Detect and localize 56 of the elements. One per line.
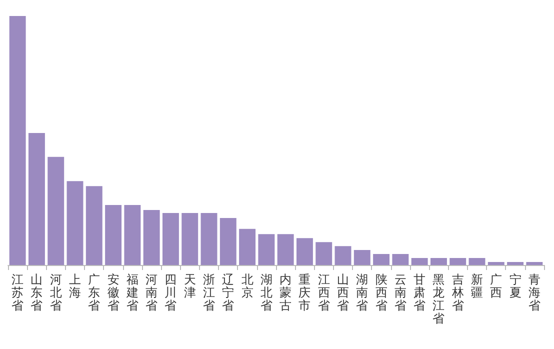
bar — [9, 16, 26, 265]
bar — [411, 258, 428, 265]
bar — [143, 210, 160, 265]
bar — [526, 262, 543, 265]
bar — [392, 254, 409, 265]
bar — [66, 181, 84, 265]
x-tick-label: 山西省 — [337, 272, 349, 312]
bar — [450, 258, 466, 265]
x-tick-label: 湖南省 — [356, 272, 368, 312]
x-tick-label: 青海省 — [528, 272, 540, 312]
bar — [334, 246, 352, 265]
bar — [124, 204, 141, 265]
x-tick-label: 陕西省 — [375, 272, 388, 312]
bar — [507, 262, 524, 265]
x-tick-label: 新疆 — [471, 272, 483, 300]
x-tick-label: 山东省 — [30, 272, 43, 312]
x-tick-label: 江苏省 — [12, 272, 24, 312]
bar — [48, 156, 64, 265]
bar — [354, 250, 370, 265]
bar — [28, 133, 45, 265]
bar — [239, 228, 256, 265]
x-tick-label: 广东省 — [88, 272, 100, 312]
x-tick-label: 甘肃省 — [414, 272, 426, 312]
x-tick-label: 浙江省 — [203, 272, 215, 312]
bar — [316, 242, 332, 265]
bar — [162, 212, 179, 265]
bar — [468, 258, 486, 265]
x-tick-label: 江西省 — [318, 272, 330, 312]
bar — [277, 234, 294, 265]
x-tick-label: 北京 — [241, 272, 254, 300]
bar — [430, 258, 447, 265]
bar — [105, 204, 122, 265]
x-tick-label: 吉林省 — [450, 272, 464, 312]
x-tick-label: 宁夏 — [509, 272, 522, 300]
x-tick-label: 上海 — [69, 272, 81, 300]
bar — [200, 212, 218, 265]
x-tick-label: 内蒙古 — [280, 272, 292, 312]
bar — [296, 238, 313, 265]
bar — [258, 234, 275, 265]
x-tick-label: 福建省 — [125, 272, 138, 312]
x-tick-label: 黑龙江省 — [432, 272, 445, 326]
x-tick-label: 广西 — [490, 272, 502, 300]
x-tick-label: 安徽省 — [107, 272, 120, 312]
bar — [86, 186, 102, 265]
x-tick-label: 重庆市 — [298, 272, 311, 312]
x-tick-label: 河南省 — [146, 272, 158, 312]
x-tick-label: 辽宁省 — [222, 272, 234, 312]
bar — [220, 218, 236, 265]
x-tick-label: 湖北省 — [260, 272, 272, 312]
x-tick-label: 河北省 — [50, 272, 62, 312]
bar — [373, 254, 390, 265]
x-tick-label: 云南省 — [394, 272, 406, 312]
bar — [488, 262, 504, 265]
bar — [182, 212, 198, 265]
x-tick-label: 天津 — [184, 272, 196, 300]
x-tick-label: 四川省 — [164, 272, 177, 312]
